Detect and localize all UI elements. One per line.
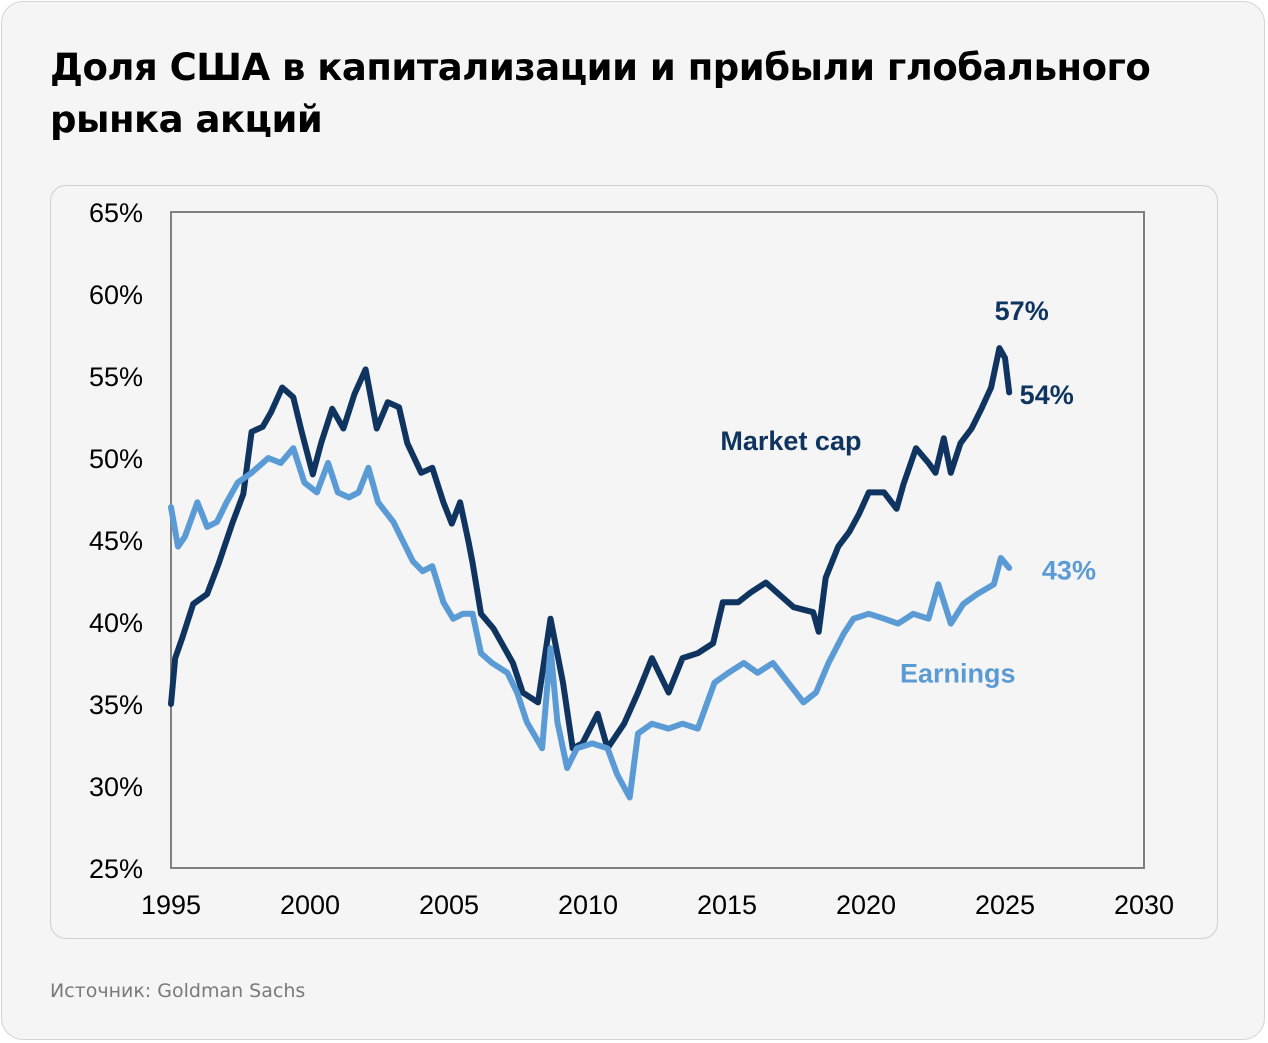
x-tick-label: 2005 (419, 890, 479, 920)
series-line-earnings (168, 445, 1013, 801)
series-label-market-cap: Market cap (720, 426, 861, 456)
y-tick-label: 55% (89, 362, 143, 392)
y-tick-label: 35% (89, 690, 143, 720)
series-label-earnings: Earnings (900, 659, 1016, 689)
line-chart: 25% 30% 35% 40% 45% 50% 55% 60% 65% 1995 2000 2005 2… (89, 198, 1174, 920)
data-label-market-cap-latest: 54% (1020, 380, 1074, 410)
y-tick-label: 40% (89, 608, 143, 638)
x-tick-label: 2010 (558, 890, 618, 920)
y-tick-label: 65% (89, 198, 143, 228)
x-tick-label: 1995 (141, 890, 201, 920)
y-tick-label: 60% (89, 280, 143, 310)
y-tick-label: 50% (89, 444, 143, 474)
data-label-market-cap-peak: 57% (995, 296, 1049, 326)
source-note: Источник: Goldman Sachs (50, 980, 306, 1002)
x-tick-label: 2015 (697, 890, 757, 920)
x-tick-label: 2020 (836, 890, 896, 920)
x-tick-label: 2030 (1114, 890, 1174, 920)
chart-container: 25% 30% 35% 40% 45% 50% 55% 60% 65% 1995 2000 2005 2… (50, 185, 1218, 939)
y-tick-label: 45% (89, 526, 143, 556)
y-tick-label: 25% (89, 854, 143, 884)
series-line-market-cap (168, 345, 1013, 752)
y-tick-label: 30% (89, 772, 143, 802)
x-tick-label: 2000 (280, 890, 340, 920)
page-title: Доля США в капитализации и прибыли глоба… (50, 46, 1151, 141)
plot-frame (170, 211, 1145, 869)
x-tick-label: 2025 (975, 890, 1035, 920)
data-label-earnings-latest: 43% (1042, 555, 1096, 585)
